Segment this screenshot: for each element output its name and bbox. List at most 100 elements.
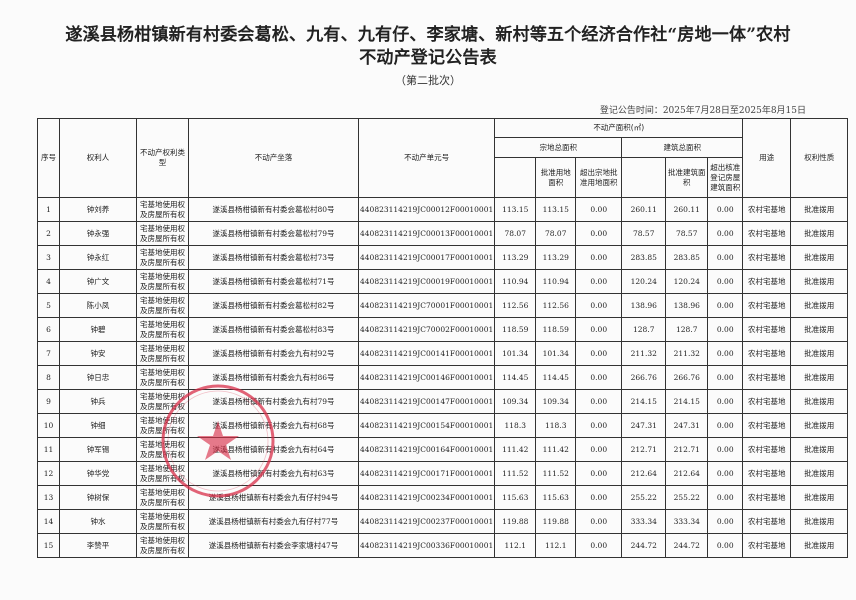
- row-owner: 钟华党: [59, 461, 137, 486]
- row-building-approved: 211.32: [665, 341, 709, 366]
- table-row: 15 李赞平 宅基地使用权及房屋所有权 遂溪县杨柑镇新有村委会李家塘村47号 44082…: [37, 533, 849, 558]
- row-nature: 批准拨用: [790, 365, 849, 390]
- row-unit-no: 440823114219JC00019F00010001: [357, 269, 496, 294]
- row-unit-no: 440823114219JC00012F00010001: [357, 197, 496, 222]
- row-right-type: 宅基地使用权及房屋所有权: [136, 293, 189, 318]
- row-land-total: 111.52: [494, 461, 537, 486]
- row-building-excess: 0.00: [707, 461, 744, 486]
- row-usage: 农村宅基地: [742, 509, 792, 534]
- row-seq: 6: [37, 317, 60, 342]
- row-building-total: 283.85: [621, 245, 667, 270]
- row-right-type: 宅基地使用权及房屋所有权: [136, 485, 189, 510]
- row-nature: 批准拨用: [790, 269, 849, 294]
- row-owner: 钟军锡: [59, 437, 137, 462]
- row-nature: 批准拨用: [790, 461, 849, 486]
- row-nature: 批准拨用: [790, 221, 849, 246]
- row-right-type: 宅基地使用权及房屋所有权: [136, 317, 189, 342]
- row-right-type: 宅基地使用权及房屋所有权: [136, 365, 189, 390]
- table-row: 3 钟永红 宅基地使用权及房屋所有权 遂溪县杨柑镇新有村委会葛松村73号 4408231…: [37, 245, 849, 270]
- row-right-type: 宅基地使用权及房屋所有权: [136, 437, 189, 462]
- row-land-total: 112.56: [494, 293, 537, 318]
- row-location: 遂溪县杨柑镇新有村委会九有村92号: [188, 341, 359, 366]
- row-building-approved: 138.96: [665, 293, 709, 318]
- row-location: 遂溪县杨柑镇新有村委会九有村63号: [188, 461, 359, 486]
- row-right-type: 宅基地使用权及房屋所有权: [136, 341, 189, 366]
- table-row: 1 钟刘养 宅基地使用权及房屋所有权 遂溪县杨柑镇新有村委会葛松村80号 4408231…: [37, 197, 849, 222]
- row-location: 遂溪县杨柑镇新有村委会李家塘村47号: [188, 533, 359, 558]
- header-usage: 用途: [742, 118, 792, 198]
- row-nature: 批准拨用: [790, 317, 849, 342]
- row-unit-no: 440823114219JC00234F00010001: [357, 485, 496, 510]
- row-unit-no: 440823114219JC00154F00010001: [357, 413, 496, 438]
- row-location: 遂溪县杨柑镇新有村委会九有村64号: [188, 437, 359, 462]
- header-land-total: 宗地总面积: [494, 137, 623, 158]
- row-right-type: 宅基地使用权及房屋所有权: [136, 533, 189, 558]
- row-land-excess: 0.00: [575, 245, 623, 270]
- row-land-excess: 0.00: [575, 509, 623, 534]
- table-row: 11 钟军锡 宅基地使用权及房屋所有权 遂溪县杨柑镇新有村委会九有村64号 440823…: [37, 437, 849, 462]
- row-location: 遂溪县杨柑镇新有村委会葛松村79号: [188, 221, 359, 246]
- row-land-total: 113.29: [494, 245, 537, 270]
- row-building-total: 138.96: [621, 293, 667, 318]
- row-building-approved: 255.22: [665, 485, 709, 510]
- row-land-total: 112.1: [494, 533, 537, 558]
- row-nature: 批准拨用: [790, 293, 849, 318]
- row-land-excess: 0.00: [575, 365, 623, 390]
- row-owner: 陈小凤: [59, 293, 137, 318]
- row-right-type: 宅基地使用权及房屋所有权: [136, 389, 189, 414]
- row-usage: 农村宅基地: [742, 197, 792, 222]
- row-location: 遂溪县杨柑镇新有村委会葛松村82号: [188, 293, 359, 318]
- row-seq: 15: [37, 533, 60, 558]
- row-usage: 农村宅基地: [742, 341, 792, 366]
- header-nature: 权利性质: [790, 118, 849, 198]
- row-seq: 4: [37, 269, 60, 294]
- row-usage: 农村宅基地: [742, 245, 792, 270]
- row-land-approved: 112.56: [535, 293, 577, 318]
- row-usage: 农村宅基地: [742, 221, 792, 246]
- row-land-total: 101.34: [494, 341, 537, 366]
- row-unit-no: 440823114219JC00013F00010001: [357, 221, 496, 246]
- row-right-type: 宅基地使用权及房屋所有权: [136, 245, 189, 270]
- row-land-total: 118.3: [494, 413, 537, 438]
- row-land-excess: 0.00: [575, 389, 623, 414]
- row-land-approved: 110.94: [535, 269, 577, 294]
- row-right-type: 宅基地使用权及房屋所有权: [136, 509, 189, 534]
- row-land-approved: 114.45: [535, 365, 577, 390]
- row-building-excess: 0.00: [707, 293, 744, 318]
- row-location: 遂溪县杨柑镇新有村委会葛松村73号: [188, 245, 359, 270]
- header-owner: 权利人: [59, 118, 137, 198]
- row-unit-no: 440823114219JC00164F00010001: [357, 437, 496, 462]
- row-owner: 钟水: [59, 509, 137, 534]
- row-building-approved: 244.72: [665, 533, 709, 558]
- table-row: 7 钟安 宅基地使用权及房屋所有权 遂溪县杨柑镇新有村委会九有村92号 44082311…: [37, 341, 849, 366]
- row-building-approved: 214.15: [665, 389, 709, 414]
- row-building-approved: 212.71: [665, 437, 709, 462]
- row-building-excess: 0.00: [707, 341, 744, 366]
- row-land-approved: 109.34: [535, 389, 577, 414]
- row-building-excess: 0.00: [707, 389, 744, 414]
- row-land-approved: 118.59: [535, 317, 577, 342]
- row-land-approved: 113.15: [535, 197, 577, 222]
- row-building-approved: 78.57: [665, 221, 709, 246]
- header-right-type: 不动产权利类型: [136, 118, 189, 198]
- row-usage: 农村宅基地: [742, 365, 792, 390]
- row-land-approved: 111.42: [535, 437, 577, 462]
- row-land-total: 109.34: [494, 389, 537, 414]
- announcement-period: 登记公告时间：2025年7月28日至2025年8月15日: [599, 106, 806, 116]
- row-unit-no: 440823114219JC00336F00010001: [357, 533, 496, 558]
- table-row: 6 钟碧 宅基地使用权及房屋所有权 遂溪县杨柑镇新有村委会葛松村83号 44082311…: [37, 317, 849, 342]
- row-land-excess: 0.00: [575, 293, 623, 318]
- table-row: 5 陈小凤 宅基地使用权及房屋所有权 遂溪县杨柑镇新有村委会葛松村82号 4408231…: [37, 293, 849, 318]
- row-owner: 钟安: [59, 341, 137, 366]
- row-land-total: 78.07: [494, 221, 537, 246]
- row-land-total: 114.45: [494, 365, 537, 390]
- row-land-total: 113.15: [494, 197, 537, 222]
- row-land-approved: 111.52: [535, 461, 577, 486]
- row-owner: 钟碧: [59, 317, 137, 342]
- row-building-total: 244.72: [621, 533, 667, 558]
- row-building-total: 212.71: [621, 437, 667, 462]
- row-building-approved: 212.64: [665, 461, 709, 486]
- row-land-approved: 119.88: [535, 509, 577, 534]
- row-land-excess: 0.00: [575, 197, 623, 222]
- row-owner: 钟树保: [59, 485, 137, 510]
